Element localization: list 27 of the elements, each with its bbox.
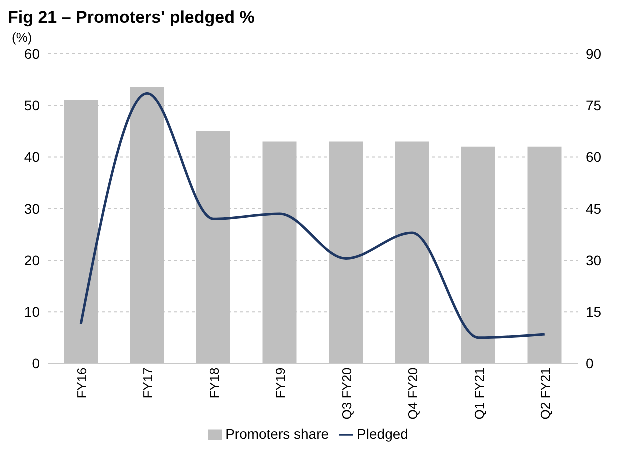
y-tick-label: 10 xyxy=(24,304,40,320)
legend-label: Pledged xyxy=(357,426,408,442)
legend-label: Promoters share xyxy=(226,426,330,442)
y-tick-label: 0 xyxy=(32,356,40,372)
y-tick-label: 30 xyxy=(24,200,40,217)
x-tick-label: Q2 FY21 xyxy=(538,368,554,420)
x-tick-label: FY19 xyxy=(273,368,288,399)
y2-tick-label: 75 xyxy=(586,98,602,114)
line-series xyxy=(80,92,546,340)
x-tick-label: FY16 xyxy=(74,368,90,399)
y-tick-label: 40 xyxy=(24,149,40,166)
y2-tick-label: 15 xyxy=(586,304,602,320)
x-tick-label: FY17 xyxy=(140,368,156,399)
x-tick-label: FY18 xyxy=(206,368,222,399)
y2-tick-label: 30 xyxy=(586,252,602,268)
y2-tick-label: 90 xyxy=(586,46,602,62)
y-tick-label: 60 xyxy=(24,46,40,62)
y-axis-title: (%) xyxy=(12,30,34,46)
y2-tick-label: 0 xyxy=(586,356,594,372)
x-tick-label: Q4 FY20 xyxy=(406,368,421,420)
x-tick-label: Q1 FY21 xyxy=(472,368,487,420)
y2-tick-label: 45 xyxy=(586,200,602,217)
x-tick-label: Q3 FY20 xyxy=(339,368,354,420)
y-tick-label: 50 xyxy=(24,98,40,114)
chart-title: Fig 21 – Promoters' pledged % xyxy=(8,8,256,29)
y-tick-label: 20 xyxy=(24,252,40,268)
y2-tick-label: 60 xyxy=(586,149,602,166)
